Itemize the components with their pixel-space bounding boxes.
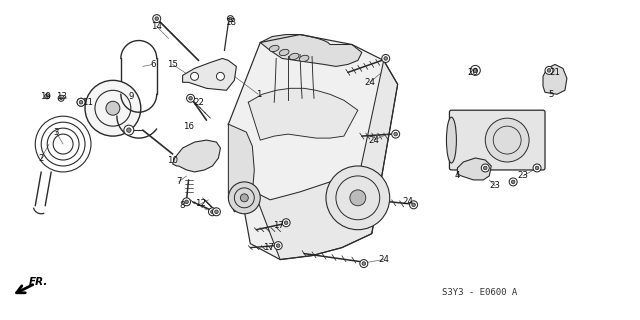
Polygon shape: [248, 88, 358, 140]
Circle shape: [155, 17, 159, 20]
Circle shape: [274, 242, 282, 250]
Polygon shape: [228, 35, 397, 260]
Text: 17: 17: [263, 243, 274, 252]
Circle shape: [533, 164, 541, 172]
FancyBboxPatch shape: [449, 110, 545, 170]
Circle shape: [470, 65, 480, 76]
Ellipse shape: [299, 55, 309, 62]
Circle shape: [511, 180, 515, 184]
Circle shape: [412, 203, 415, 207]
Circle shape: [362, 262, 365, 265]
Circle shape: [85, 80, 141, 136]
Circle shape: [182, 198, 191, 206]
Text: 14: 14: [151, 22, 162, 31]
Circle shape: [209, 208, 216, 216]
Circle shape: [228, 182, 260, 214]
Circle shape: [481, 164, 489, 172]
Text: 7: 7: [176, 177, 181, 187]
Text: 20: 20: [468, 68, 479, 77]
Circle shape: [392, 130, 399, 138]
Circle shape: [127, 128, 131, 132]
Circle shape: [189, 96, 193, 100]
Circle shape: [227, 16, 234, 22]
Polygon shape: [543, 64, 567, 94]
Text: 12: 12: [195, 199, 206, 208]
Circle shape: [185, 200, 188, 204]
Circle shape: [276, 244, 280, 247]
Circle shape: [58, 95, 64, 101]
Text: 10: 10: [167, 156, 178, 164]
Circle shape: [211, 210, 214, 213]
Text: 2: 2: [38, 154, 44, 163]
Text: FR.: FR.: [29, 277, 49, 287]
Circle shape: [191, 72, 198, 80]
Circle shape: [284, 221, 288, 225]
Circle shape: [45, 94, 50, 99]
Polygon shape: [182, 59, 236, 90]
Text: 21: 21: [550, 68, 561, 77]
Text: S3Y3 - E0600 A: S3Y3 - E0600 A: [442, 288, 517, 297]
Polygon shape: [458, 158, 492, 180]
Text: 1: 1: [255, 90, 261, 99]
Ellipse shape: [269, 45, 279, 52]
Text: 24: 24: [368, 136, 380, 145]
Circle shape: [547, 68, 551, 72]
Text: 4: 4: [454, 172, 460, 180]
Circle shape: [326, 166, 390, 230]
Text: 24: 24: [378, 255, 389, 264]
Text: 24: 24: [364, 78, 375, 87]
Text: 22: 22: [193, 98, 204, 107]
Circle shape: [241, 194, 248, 202]
Circle shape: [60, 97, 63, 100]
Circle shape: [483, 166, 487, 170]
Text: 17: 17: [273, 221, 284, 230]
Ellipse shape: [447, 117, 456, 163]
Circle shape: [350, 190, 366, 206]
Text: 24: 24: [402, 197, 413, 206]
Circle shape: [124, 125, 134, 135]
Circle shape: [360, 260, 368, 268]
Circle shape: [229, 17, 232, 20]
Text: 15: 15: [167, 60, 178, 69]
Polygon shape: [173, 140, 220, 172]
Circle shape: [106, 101, 120, 115]
Text: 3: 3: [53, 128, 59, 137]
Circle shape: [394, 132, 397, 136]
Circle shape: [282, 219, 290, 227]
Polygon shape: [228, 124, 254, 212]
Circle shape: [545, 67, 553, 74]
Circle shape: [381, 54, 390, 62]
Circle shape: [46, 95, 48, 97]
Circle shape: [485, 118, 529, 162]
Circle shape: [79, 100, 83, 104]
Text: 16: 16: [183, 122, 194, 131]
Ellipse shape: [279, 49, 289, 56]
Circle shape: [535, 166, 539, 170]
Circle shape: [187, 94, 195, 102]
Circle shape: [77, 98, 85, 106]
Circle shape: [212, 208, 220, 216]
Text: 13: 13: [56, 92, 67, 101]
Text: 19: 19: [40, 92, 51, 101]
Polygon shape: [228, 60, 397, 260]
Circle shape: [410, 201, 417, 209]
Text: 23: 23: [518, 172, 529, 180]
Text: 5: 5: [548, 90, 554, 99]
Polygon shape: [260, 35, 362, 67]
Text: 8: 8: [180, 201, 186, 210]
Text: 18: 18: [225, 18, 236, 27]
Text: 11: 11: [81, 98, 93, 107]
Circle shape: [509, 178, 517, 186]
Ellipse shape: [289, 53, 299, 60]
Text: 23: 23: [490, 181, 500, 190]
Text: 6: 6: [150, 60, 156, 69]
Circle shape: [216, 72, 225, 80]
Circle shape: [214, 210, 218, 213]
Circle shape: [384, 57, 387, 60]
Text: 9: 9: [128, 92, 134, 101]
Circle shape: [153, 15, 161, 23]
Circle shape: [473, 68, 477, 73]
